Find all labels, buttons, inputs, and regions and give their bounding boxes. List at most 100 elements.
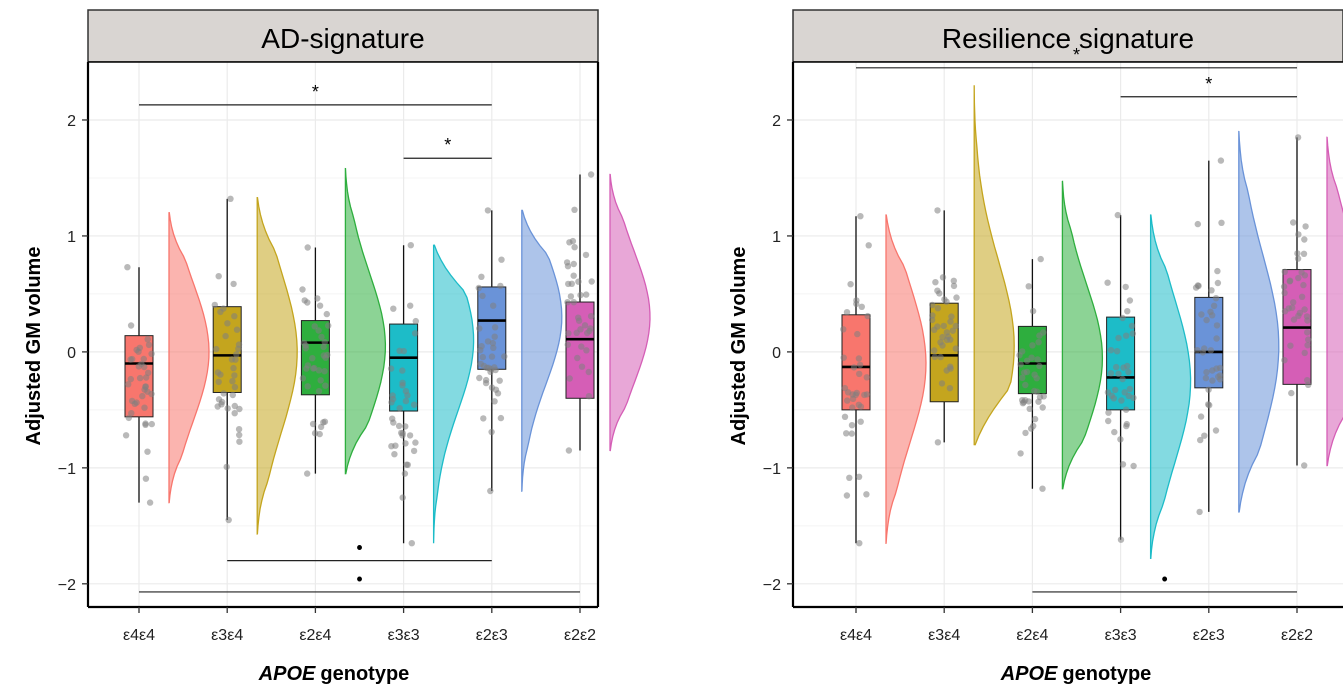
data-point [145,369,152,376]
data-point [124,264,131,271]
data-point [1201,345,1208,352]
data-point [843,492,851,499]
data-point [320,343,327,351]
data-point [491,333,498,340]
data-point [395,422,403,430]
data-point [233,351,240,358]
violin-ε3ε4 [256,196,298,535]
data-point [855,473,863,480]
data-point [301,297,308,304]
y-tick-label: −1 [763,461,781,478]
data-point [412,317,419,325]
data-point [1107,347,1115,354]
data-point [952,322,959,330]
data-point [856,540,863,547]
data-point [939,342,946,349]
data-point [1197,436,1204,444]
data-point [227,195,234,202]
data-point [575,317,583,324]
x-tick-label: ε3ε4 [211,627,243,644]
x-tick-label: ε2ε3 [1193,627,1225,644]
data-point [311,323,318,330]
data-point [490,302,497,309]
series-ε4ε4 [840,213,927,547]
data-point [1304,329,1311,336]
data-point [228,356,236,363]
data-point [309,420,317,428]
data-point [399,367,406,374]
data-point [841,413,849,420]
data-point [570,260,577,268]
data-point [1290,219,1297,226]
data-point [1217,157,1225,164]
series-ε4ε4 [122,211,210,506]
data-point [1298,293,1306,300]
data-point [931,353,938,361]
y-tick-label: 2 [772,113,781,130]
data-point [142,475,150,482]
series-ε3ε3 [387,242,475,547]
data-point [570,299,577,306]
data-point [587,171,595,178]
data-point [224,320,231,327]
data-point [574,354,581,362]
series-ε3ε4 [211,195,298,535]
data-point [1019,374,1026,381]
data-point [850,364,858,371]
data-point [1304,317,1311,324]
data-point [934,287,941,294]
data-point [567,293,575,300]
data-point [582,251,590,259]
data-point [1031,415,1039,423]
data-point [1298,269,1305,276]
data-point [1205,401,1212,408]
data-point [934,305,942,312]
violin-ε2ε2 [609,173,651,452]
data-point [1034,356,1041,363]
data-point [931,326,938,333]
data-point [392,442,399,449]
data-point [1121,389,1128,396]
data-point [399,382,406,389]
data-point [141,404,148,411]
data-point [1126,297,1134,304]
data-point [934,439,942,446]
x-tick-label: ε4ε4 [123,627,155,644]
data-point [402,397,410,405]
data-point [142,420,149,427]
y-axis-label-left: Adjusted GM volume [23,247,45,446]
data-point [953,294,960,301]
x-axis-label-rest: genotype [320,663,409,685]
data-point [139,392,146,400]
data-point [1198,311,1205,318]
data-point [233,326,241,333]
data-point [1213,335,1220,342]
data-point [1126,385,1134,393]
data-point [135,363,142,370]
violin-ε3ε3 [1149,214,1192,559]
data-point [1194,347,1201,354]
data-point [1280,283,1288,290]
data-point [1119,314,1126,322]
data-point [231,383,239,391]
data-point [478,273,485,280]
data-point [140,355,147,363]
data-point [847,281,854,288]
data-point [1031,387,1038,395]
series-ε3ε3 [1104,211,1192,559]
data-point [1104,389,1112,396]
data-point [585,393,593,400]
significance-label: • [1162,569,1168,589]
series-ε2ε2 [563,171,651,454]
data-point [852,391,859,398]
data-point [585,368,592,376]
data-point [947,318,954,325]
data-point [1112,386,1119,394]
y-tick-label: 1 [67,229,76,246]
data-point [144,336,151,343]
data-point [1281,357,1288,364]
data-point [1110,395,1118,402]
series-ε2ε4 [1016,180,1104,492]
y-tick-label: −2 [763,577,781,594]
data-point [408,540,415,547]
